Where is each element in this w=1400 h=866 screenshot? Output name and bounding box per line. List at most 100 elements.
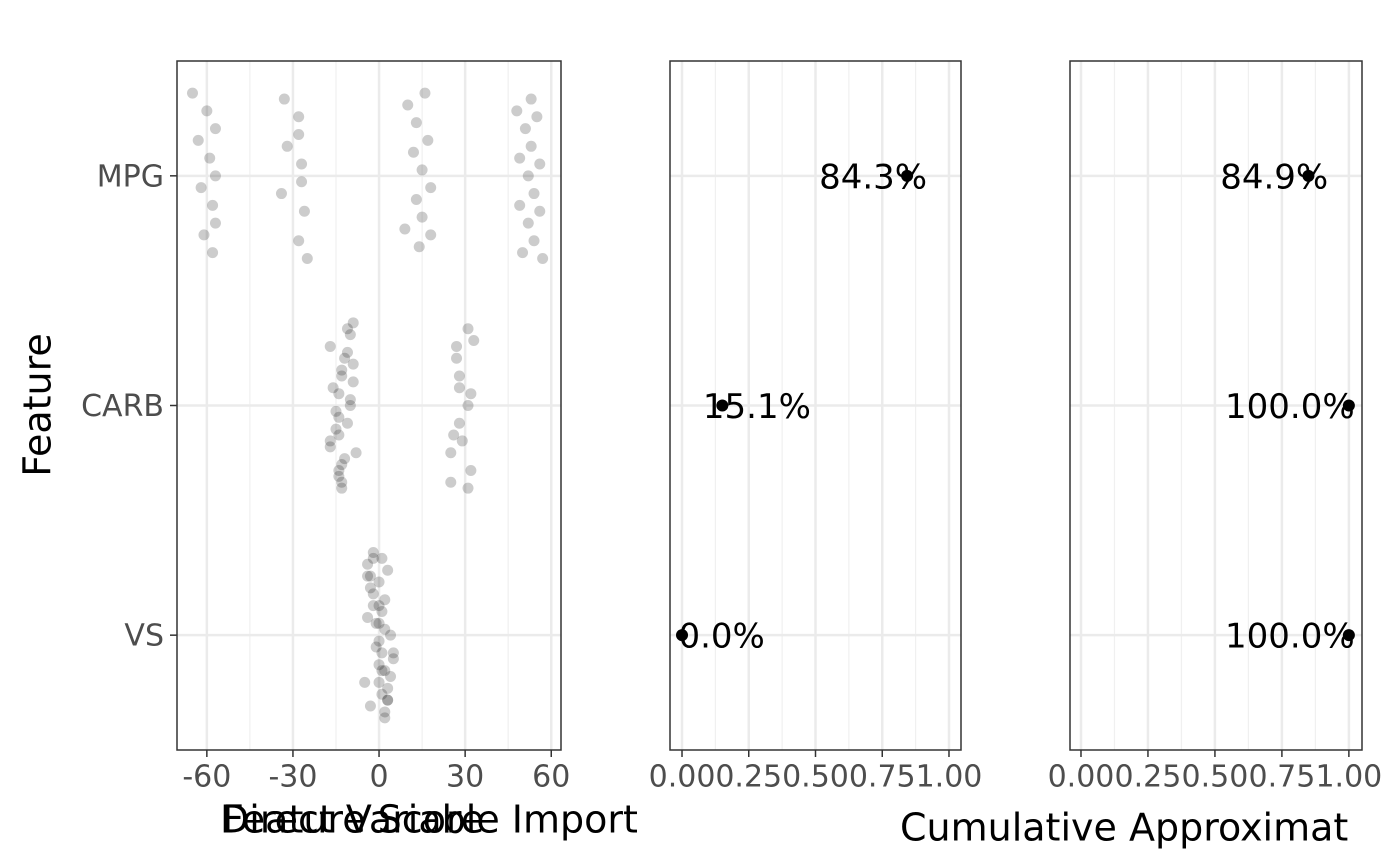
point xyxy=(364,570,376,582)
point xyxy=(324,441,336,453)
point xyxy=(364,582,376,594)
point xyxy=(376,665,388,677)
point xyxy=(514,152,526,164)
point xyxy=(376,647,388,659)
point xyxy=(324,435,336,447)
point xyxy=(385,629,397,641)
point xyxy=(382,694,394,706)
point xyxy=(525,93,537,105)
point xyxy=(362,570,374,582)
point xyxy=(347,358,359,370)
point xyxy=(517,247,529,259)
dot xyxy=(716,399,729,412)
point xyxy=(333,388,345,400)
point xyxy=(278,93,290,105)
x-tick-label: 0.75 xyxy=(849,760,916,795)
point xyxy=(422,134,434,146)
point xyxy=(382,682,394,694)
point xyxy=(379,706,391,718)
point xyxy=(298,205,310,217)
point xyxy=(336,364,348,376)
point xyxy=(445,447,457,459)
point xyxy=(465,388,477,400)
point xyxy=(376,688,388,700)
point xyxy=(293,235,305,247)
point xyxy=(387,653,399,665)
point xyxy=(198,229,210,241)
point xyxy=(201,105,213,117)
point xyxy=(333,411,345,423)
point xyxy=(281,140,293,152)
point xyxy=(413,241,425,253)
point xyxy=(522,170,534,182)
point xyxy=(528,188,540,200)
point xyxy=(293,128,305,140)
y-tick-label: VS xyxy=(124,619,164,654)
point xyxy=(410,117,422,129)
point xyxy=(453,370,465,382)
point xyxy=(209,217,221,229)
value-label: 100.0% xyxy=(1225,387,1355,427)
point xyxy=(336,476,348,488)
value-label: 0.0% xyxy=(678,617,764,657)
point xyxy=(416,164,428,176)
point xyxy=(537,253,549,265)
value-label: 84.3% xyxy=(819,157,927,197)
point xyxy=(514,199,526,211)
y-tick-label: MPG xyxy=(97,159,164,194)
point xyxy=(453,382,465,394)
point xyxy=(528,235,540,247)
point xyxy=(362,558,374,570)
dot xyxy=(1342,629,1355,642)
point xyxy=(519,123,531,135)
y-tick-label: CARB xyxy=(81,389,164,424)
point xyxy=(364,700,376,712)
point xyxy=(324,340,336,352)
x-tick-label: 1.00 xyxy=(916,760,983,795)
point xyxy=(399,223,411,235)
point xyxy=(330,423,342,435)
point xyxy=(344,394,356,406)
point xyxy=(344,400,356,411)
point xyxy=(468,335,480,347)
point xyxy=(531,111,543,123)
point xyxy=(296,158,308,170)
x-tick-label: 0.75 xyxy=(1249,760,1316,795)
point xyxy=(410,193,422,205)
point xyxy=(367,552,379,564)
point xyxy=(445,476,457,488)
x-tick-label: 60 xyxy=(532,760,570,795)
x-tick-label: 0.50 xyxy=(782,760,849,795)
x-tick-label: 0.00 xyxy=(649,760,716,795)
y-axis-title: Feature xyxy=(16,333,60,477)
dot xyxy=(1302,169,1315,182)
point xyxy=(341,323,353,335)
point xyxy=(382,694,394,706)
point xyxy=(336,459,348,471)
point xyxy=(339,352,351,364)
point xyxy=(333,429,345,441)
point xyxy=(373,576,385,588)
point xyxy=(511,105,523,117)
x-tick-label: 0.25 xyxy=(1115,760,1182,795)
point xyxy=(373,676,385,688)
point xyxy=(416,211,428,223)
point xyxy=(373,635,385,647)
x-tick-label: 0.50 xyxy=(1182,760,1249,795)
point xyxy=(379,712,391,724)
point xyxy=(301,253,313,265)
point xyxy=(367,600,379,612)
point xyxy=(462,482,474,494)
point xyxy=(451,340,463,352)
point xyxy=(275,188,287,200)
point xyxy=(333,470,345,482)
value-label: 15.1% xyxy=(703,387,811,427)
point xyxy=(347,317,359,329)
point xyxy=(192,134,204,146)
point xyxy=(379,665,391,677)
point xyxy=(373,659,385,671)
point xyxy=(330,405,342,417)
value-label: 84.9% xyxy=(1220,157,1328,197)
dot xyxy=(676,629,689,642)
point xyxy=(456,435,468,447)
